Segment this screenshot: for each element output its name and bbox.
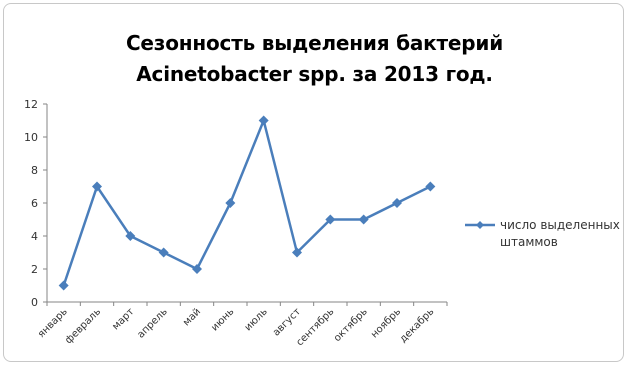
chart-title-line2: Acinetobacter spp. за 2013 год. bbox=[136, 62, 493, 86]
data-point bbox=[325, 214, 336, 225]
data-point bbox=[392, 198, 402, 208]
data-point bbox=[192, 264, 202, 274]
chart-series bbox=[58, 115, 436, 291]
x-tick-label: октябрь bbox=[332, 306, 370, 344]
legend-label: штаммов bbox=[500, 235, 558, 249]
x-tick-label: ноябрь bbox=[369, 306, 403, 340]
y-tick-label: 6 bbox=[31, 197, 38, 210]
data-point bbox=[358, 214, 369, 225]
y-tick-label: 0 bbox=[31, 296, 38, 309]
legend-label: число выделенных bbox=[500, 218, 620, 232]
chart-title-line1: Сезонность выделения бактерий bbox=[125, 31, 504, 55]
data-point bbox=[92, 181, 102, 192]
x-tick-label: май bbox=[181, 306, 203, 328]
y-tick-label: 4 bbox=[31, 230, 38, 243]
x-tick-label: июль bbox=[243, 306, 270, 333]
y-tick-label: 10 bbox=[24, 131, 38, 144]
x-tick-label: январь bbox=[36, 306, 70, 340]
y-tick-label: 8 bbox=[31, 164, 38, 177]
data-point bbox=[58, 280, 69, 291]
y-axis-ticks: 0 2 4 6 8 10 12 bbox=[24, 98, 47, 309]
y-tick-label: 2 bbox=[31, 263, 38, 276]
series-line bbox=[62, 119, 431, 286]
data-point bbox=[425, 181, 436, 192]
legend-marker bbox=[476, 221, 484, 229]
y-tick-label: 12 bbox=[24, 98, 38, 111]
data-point bbox=[292, 247, 302, 258]
x-tick-label: февраль bbox=[63, 306, 103, 346]
x-tick-label: март bbox=[110, 306, 136, 332]
chart-legend: число выделенных штаммов bbox=[465, 218, 620, 249]
data-point bbox=[158, 247, 169, 258]
x-tick-label: август bbox=[271, 306, 303, 338]
x-tick-label: декабрь bbox=[398, 306, 437, 345]
x-tick-label: апрель bbox=[136, 306, 170, 340]
data-point bbox=[225, 198, 236, 208]
data-point bbox=[125, 231, 136, 241]
data-point bbox=[258, 115, 269, 126]
x-tick-label: июнь bbox=[209, 306, 236, 333]
